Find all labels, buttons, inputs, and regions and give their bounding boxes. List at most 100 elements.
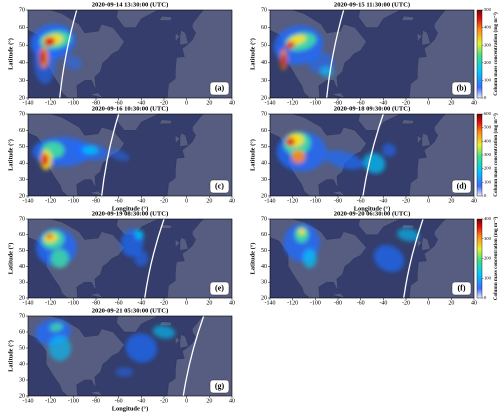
plume-blob [40, 50, 45, 65]
x-tick-label: 20 [448, 300, 454, 306]
x-tick-label: -80 [92, 398, 100, 404]
panel-label-box [209, 81, 230, 96]
land [89, 293, 104, 298]
land [417, 239, 423, 248]
plume [273, 25, 335, 77]
axes-frame [269, 9, 475, 99]
x-tick-label: -40 [379, 300, 387, 306]
axes-frame [27, 113, 233, 197]
land [175, 134, 181, 145]
map-panel: 2020-09-16 10:30:00 (UTC) 20 30 40 50 60 70 -14… [7, 106, 235, 213]
land [116, 316, 159, 333]
axes-frame [269, 113, 475, 197]
x-tick-label: 20 [206, 398, 212, 404]
colorbar-label: Column mass concentration (mg m⁻²) [492, 113, 499, 197]
x-tick-label: -120 [45, 300, 56, 306]
y-tick-label: 50 [261, 144, 267, 150]
land [421, 132, 431, 148]
plume [283, 223, 420, 273]
y-tick-label: 50 [19, 43, 25, 49]
y-tick-label: 50 [19, 144, 25, 150]
panel-label-box [451, 81, 472, 96]
plume-blob [382, 143, 396, 157]
land [179, 236, 189, 251]
x-tick-label: -60 [357, 300, 365, 306]
y-tick-label: 70 [261, 216, 267, 222]
colorbar-tick-label: 200 [484, 166, 492, 171]
y-tick-label: 30 [19, 78, 25, 84]
land [421, 29, 431, 46]
x-tick-label: 0 [427, 300, 430, 306]
map-panel: 2020-09-15 11:30:00 (UTC) 20 30 40 50 60 70 -14… [249, 2, 499, 107]
y-tick-label: 30 [261, 177, 267, 183]
x-tick-label: -140 [265, 300, 276, 306]
terminator-line [144, 219, 165, 298]
colorbar [476, 113, 483, 197]
panel-title: 2020-09-19 08:30:00 (UTC) [92, 211, 169, 218]
map-area [270, 219, 474, 298]
y-tick-label: 20 [261, 193, 267, 199]
land [89, 92, 104, 98]
plume-blob [294, 226, 309, 243]
x-tick-label: 0 [427, 198, 430, 204]
y-tick-label: 70 [19, 111, 25, 117]
colorbar-label: Column mass concentration (mg m⁻²) [492, 12, 499, 96]
y-tick-label: 30 [261, 280, 267, 286]
terminator-line [326, 10, 345, 98]
x-tick-label: -20 [160, 300, 168, 306]
terminator-line [403, 219, 424, 298]
x-tick-label: -140 [23, 300, 34, 306]
x-tick-label: -20 [402, 100, 410, 106]
map-area [28, 219, 232, 298]
map-area [28, 114, 232, 196]
x-tick-label: 0 [427, 100, 430, 106]
plume-blob [134, 250, 149, 267]
x-tick-label: 40 [471, 300, 477, 306]
y-tick-label: 30 [19, 377, 25, 383]
x-tick-label: -100 [68, 198, 79, 204]
terminator-line [59, 10, 78, 98]
panel-title: 2020-09-15 11:30:00 (UTC) [334, 2, 410, 9]
x-tick-label: -140 [265, 100, 276, 106]
y-tick-label: 40 [19, 361, 25, 367]
x-tick-label: -80 [92, 100, 100, 106]
land [167, 10, 232, 98]
land [159, 15, 173, 21]
colorbar-tick-label: 100 [484, 77, 492, 82]
axes-frame [27, 9, 233, 99]
plume-blob [285, 41, 295, 49]
colorbar-tick-label: 0 [484, 95, 487, 100]
terminator-line [182, 316, 205, 396]
plume [34, 319, 176, 377]
land [331, 190, 346, 196]
land [159, 224, 173, 229]
y-tick-label: 60 [261, 128, 267, 134]
land [89, 390, 104, 396]
x-tick-label: -120 [287, 198, 298, 204]
x-tick-label: 40 [229, 300, 235, 306]
plume [30, 23, 83, 84]
land [159, 119, 173, 125]
x-tick-label: -60 [115, 300, 123, 306]
y-axis-label: Latitude (°) [7, 38, 14, 70]
plume-blob [49, 323, 64, 332]
x-tick-label: -60 [115, 398, 123, 404]
colorbar-tick-label: 400 [484, 138, 492, 143]
x-tick-label: -100 [68, 300, 79, 306]
x-tick-label: 0 [185, 398, 188, 404]
x-tick-label: -80 [334, 300, 342, 306]
land [417, 32, 423, 43]
y-tick-label: 20 [19, 393, 25, 399]
land [358, 10, 401, 28]
x-tick-label: -140 [23, 398, 34, 404]
y-axis-label: Latitude (°) [7, 243, 14, 275]
colorbar-tick-label: 100 [484, 179, 492, 184]
y-tick-label: 70 [19, 7, 25, 13]
y-axis-label: Latitude (°) [249, 139, 256, 171]
land [159, 321, 173, 326]
land [89, 190, 104, 196]
map-panel: 2020-09-14 13:30:00 (UTC) 20 30 40 50 60 70 -14… [7, 2, 235, 107]
map-area [270, 10, 474, 98]
colorbar-label: Column mass concentration (mg m⁻²) [492, 216, 499, 300]
plume-blob [115, 367, 134, 377]
